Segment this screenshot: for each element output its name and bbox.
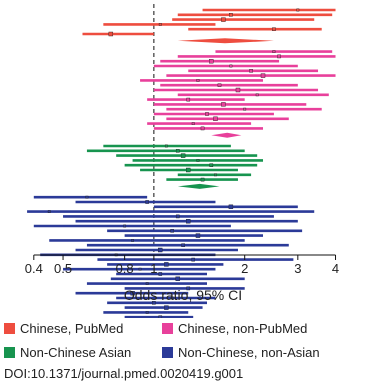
chinese-pubmed-study-point: [272, 27, 276, 32]
non-chinese-asian-study-point: [186, 167, 191, 173]
x-tick-label: 2: [241, 261, 248, 276]
non-chinese-non-asian-study-point: [195, 233, 201, 238]
x-tick-label: 0.5: [54, 261, 72, 276]
non-chinese-non-asian-study-point: [145, 311, 149, 314]
legend-swatch: [4, 346, 15, 358]
non-chinese-non-asian-study-point: [175, 214, 180, 219]
chinese-non-pubmed-study-point: [260, 73, 266, 78]
chinese-pubmed-study-point: [296, 8, 300, 12]
chinese-non-pubmed-study-point: [255, 93, 259, 97]
chinese-non-pubmed-study-point: [186, 97, 191, 102]
chinese-non-pubmed-study-point: [272, 50, 276, 54]
legend-label: Chinese, PubMed: [20, 320, 124, 336]
legend-item-chinese-pubmed: Chinese, PubMed: [4, 321, 162, 336]
non-chinese-non-asian-study-point: [138, 267, 142, 271]
legend-row: Chinese, PubMed Chinese, non-PubMed: [4, 318, 373, 338]
chinese-non-pubmed-study-point: [205, 112, 209, 116]
non-chinese-asian-study-point: [200, 177, 205, 182]
non-chinese-asian-study-point: [180, 153, 186, 158]
non-chinese-non-asian-study-point: [130, 291, 135, 296]
legend-item-non-chinese-asian: Non-Chinese Asian: [4, 345, 162, 360]
x-tick-label: 0.4: [25, 261, 43, 276]
forest-plot: 0.4 0.5 0.8 1 2 3 4 Odds ratio, 95% CI: [25, 4, 339, 318]
x-tick-label: 4: [332, 261, 339, 276]
doi-caption: DOI:10.1371/journal.pmed.0020419.g001: [4, 366, 244, 381]
non-chinese-non-asian-study-point: [123, 224, 127, 228]
legend-label: Non-Chinese Asian: [20, 344, 132, 360]
non-chinese-non-asian-study-point: [191, 257, 195, 262]
chinese-pubmed-study-point: [229, 12, 233, 17]
chinese-pubmed-study-point: [108, 31, 114, 37]
legend-label: Non-Chinese, non-Asian: [178, 344, 320, 360]
non-chinese-asian-study-point: [196, 158, 200, 162]
x-axis-label: Odds ratio, 95% CI: [124, 287, 242, 303]
non-chinese-asian-study-point: [209, 163, 214, 168]
non-chinese-non-asian-study-point: [186, 218, 191, 224]
non-chinese-non-asian-study-point: [158, 247, 163, 253]
non-chinese-non-asian-study-point: [181, 243, 185, 248]
chinese-non-pubmed-study-point: [235, 87, 241, 93]
chinese-non-pubmed-study-point: [229, 64, 233, 68]
legend-label: Chinese, non-PubMed: [178, 320, 308, 336]
non-chinese-non-asian-study-point: [158, 315, 163, 318]
chinese-non-pubmed-study-point: [277, 54, 281, 59]
non-chinese-non-asian-study-point: [228, 204, 234, 210]
chinese-non-pubmed-pooled-diamond: [211, 132, 242, 138]
non-chinese-non-asian-study-point: [158, 272, 163, 276]
non-chinese-non-asian-study-point: [47, 210, 51, 213]
non-chinese-asian-study-point: [175, 148, 180, 153]
x-tick-label: 0.8: [116, 261, 134, 276]
non-chinese-non-asian-study-point: [131, 238, 134, 242]
non-chinese-non-asian-study-point: [145, 282, 149, 285]
legend: Chinese, PubMed Chinese, non-PubMed Non-…: [4, 318, 373, 366]
chinese-non-pubmed-study-point: [209, 59, 214, 64]
chinese-non-pubmed-study-point: [191, 122, 195, 126]
non-chinese-non-asian-study-point: [164, 305, 169, 310]
non-chinese-non-asian-study-point: [164, 262, 169, 267]
non-chinese-non-asian-study-point: [85, 195, 89, 199]
chinese-non-pubmed-study-point: [200, 126, 205, 131]
chinese-non-pubmed-study-point: [196, 78, 200, 82]
legend-row: Non-Chinese Asian Non-Chinese, non-Asian: [4, 342, 373, 362]
chinese-non-pubmed-study-point: [217, 83, 222, 87]
chinese-pubmed-pooled-diamond: [177, 38, 274, 44]
chinese-non-pubmed-study-point: [221, 102, 226, 107]
non-chinese-non-asian-study-point: [170, 228, 174, 233]
study-marks: [27, 4, 336, 318]
chinese-non-pubmed-study-point: [249, 68, 253, 73]
legend-swatch: [4, 322, 15, 334]
non-chinese-asian-study-point: [214, 173, 217, 177]
non-chinese-non-asian-study-point: [175, 276, 180, 281]
legend-swatch: [162, 322, 173, 334]
legend-item-chinese-non-pubmed: Chinese, non-PubMed: [162, 321, 307, 336]
legend-swatch: [162, 346, 173, 358]
non-chinese-asian-study-point: [164, 144, 168, 148]
x-tick-label: 3: [294, 261, 301, 276]
non-chinese-non-asian-study-point: [152, 301, 156, 305]
x-axis: 0.4 0.5 0.8 1 2 3 4: [25, 254, 339, 276]
non-chinese-non-asian-study-point: [170, 296, 174, 300]
non-chinese-non-asian-study-point: [186, 286, 191, 291]
chinese-pubmed-study-point: [221, 17, 226, 22]
chinese-non-pubmed-study-point: [243, 107, 247, 111]
non-chinese-non-asian-study-point: [145, 200, 149, 204]
non-chinese-asian-pooled-diamond: [177, 183, 220, 189]
chinese-pubmed-study-point: [158, 23, 162, 26]
legend-item-non-chinese-non-asian: Non-Chinese, non-Asian: [162, 345, 320, 360]
x-tick-label: 1: [150, 261, 157, 276]
chinese-non-pubmed-study-point: [213, 116, 218, 122]
